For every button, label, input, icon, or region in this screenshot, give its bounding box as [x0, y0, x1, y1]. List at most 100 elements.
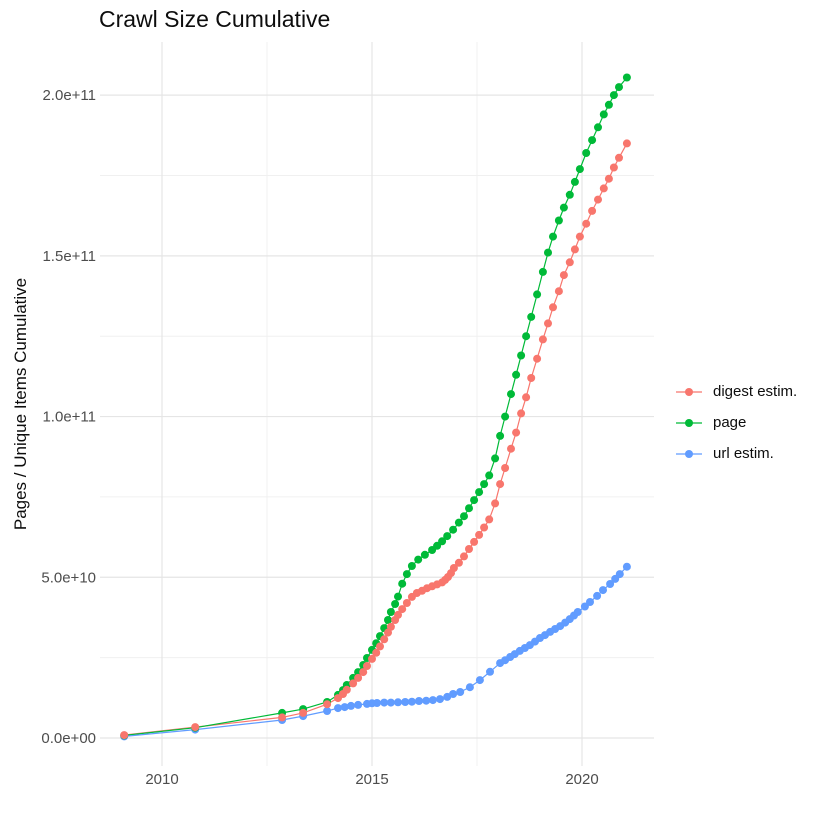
point-url-estim- [401, 698, 410, 706]
point-page [414, 555, 423, 564]
point-page [507, 390, 515, 399]
point-page [512, 370, 521, 379]
point-digest-estim- [527, 374, 536, 382]
point-digest-estim- [594, 195, 602, 204]
point-url-estim- [323, 707, 332, 715]
point-page [480, 480, 489, 489]
point-page [420, 550, 429, 559]
legend-item-digest-estim-: digest estim. [676, 376, 797, 407]
series-line-page [124, 77, 628, 736]
x-tick-label: 2020 [565, 771, 598, 788]
point-page [565, 190, 574, 199]
point-page [470, 496, 479, 505]
point-url-estim- [422, 696, 431, 705]
point-page [496, 431, 505, 440]
point-digest-estim- [522, 393, 531, 402]
point-page [559, 203, 568, 212]
point-digest-estim- [491, 499, 500, 508]
point-page [522, 332, 531, 341]
point-page [438, 537, 447, 546]
point-page [575, 165, 584, 174]
point-digest-estim- [372, 648, 381, 657]
point-page [407, 562, 416, 570]
point-url-estim- [394, 698, 402, 707]
point-url-estim- [443, 692, 452, 701]
point-digest-estim- [599, 184, 608, 193]
point-digest-estim- [609, 163, 618, 172]
point-digest-estim- [465, 545, 473, 553]
point-digest-estim- [191, 723, 200, 732]
point-url-estim- [436, 695, 444, 704]
point-digest-estim- [549, 303, 557, 312]
legend-item-page: page [676, 407, 797, 438]
point-page [501, 412, 510, 421]
point-digest-estim- [359, 668, 368, 677]
point-url-estim- [354, 700, 363, 709]
point-page [549, 232, 557, 241]
point-digest-estim- [460, 552, 468, 561]
point-url-estim- [606, 580, 615, 588]
point-digest-estim- [565, 258, 574, 267]
point-digest-estim- [604, 174, 613, 183]
point-page [554, 216, 563, 225]
point-page [485, 471, 494, 480]
point-digest-estim- [342, 685, 351, 694]
point-url-estim- [380, 698, 389, 707]
point-page [588, 136, 597, 145]
point-page [449, 525, 458, 534]
point-page [582, 149, 591, 157]
point-url-estim- [347, 701, 355, 710]
legend-label: url estim. [713, 445, 774, 462]
point-page [604, 100, 613, 109]
legend: digest estim. page url estim. [676, 376, 797, 469]
point-url-estim- [465, 683, 474, 692]
point-url-estim- [475, 676, 484, 685]
point-url-estim- [340, 703, 349, 712]
point-page [527, 312, 536, 321]
point-url-estim- [373, 699, 381, 707]
point-page [460, 512, 468, 521]
point-page [594, 123, 602, 132]
point-digest-estim- [507, 444, 515, 453]
y-tick-label: 1.0e+11 [42, 409, 96, 426]
point-page [538, 267, 547, 276]
point-digest-estim- [496, 480, 505, 489]
y-tick-label: 5.0e+10 [41, 569, 96, 586]
point-digest-estim- [398, 605, 407, 614]
point-page [386, 608, 395, 616]
x-tick-label: 2010 [145, 771, 178, 788]
point-page [391, 600, 400, 608]
point-digest-estim- [120, 731, 129, 740]
point-digest-estim- [368, 654, 376, 663]
point-url-estim- [622, 562, 631, 571]
point-digest-estim- [363, 662, 371, 670]
legend-key-icon [676, 387, 702, 396]
point-digest-estim- [544, 319, 552, 328]
chart-title: Crawl Size Cumulative [99, 6, 331, 32]
point-digest-estim- [582, 219, 591, 228]
point-page [384, 616, 392, 624]
point-page [475, 488, 484, 497]
point-digest-estim- [588, 206, 597, 215]
point-digest-estim- [480, 523, 489, 532]
point-digest-estim- [501, 464, 510, 472]
point-digest-estim- [575, 232, 584, 241]
point-url-estim- [386, 698, 395, 707]
point-digest-estim- [278, 713, 287, 722]
point-url-estim- [599, 586, 607, 595]
point-url-estim- [573, 608, 582, 616]
point-page [443, 532, 452, 541]
point-digest-estim- [349, 679, 358, 688]
point-digest-estim- [454, 558, 463, 567]
point-page [402, 570, 411, 579]
point-page [491, 454, 500, 463]
point-digest-estim- [402, 599, 411, 607]
point-page [394, 592, 402, 601]
point-page [615, 83, 623, 92]
point-digest-estim- [615, 153, 623, 162]
point-page [570, 177, 579, 186]
point-page [599, 110, 608, 119]
point-digest-estim- [485, 515, 494, 524]
point-page [609, 91, 618, 100]
